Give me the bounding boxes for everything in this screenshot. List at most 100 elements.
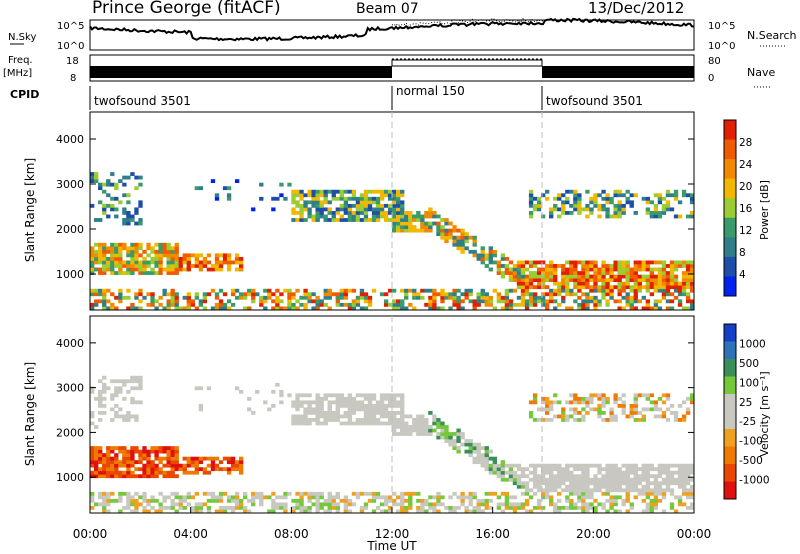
heatmap-cell <box>416 211 421 215</box>
heatmap-cell <box>347 218 353 222</box>
heatmap-cell <box>198 260 204 265</box>
heatmap-cell <box>110 456 115 461</box>
heatmap-cell <box>553 203 558 208</box>
heatmap-cell <box>138 386 143 391</box>
heatmap-cell <box>597 463 602 468</box>
heatmap-cell <box>428 505 433 510</box>
heatmap-cell <box>102 403 107 408</box>
heatmap-cell <box>367 400 373 405</box>
heatmap-cell <box>343 396 349 401</box>
heatmap-cell <box>641 414 646 419</box>
heatmap-cell <box>343 410 349 415</box>
heatmap-cell <box>126 389 131 394</box>
heatmap-cell <box>182 505 187 510</box>
heatmap-cell <box>557 196 562 201</box>
heatmap-cell <box>581 264 586 268</box>
heatmap-cell <box>279 182 284 187</box>
heatmap-cell <box>162 292 167 297</box>
heatmap-cell <box>106 386 111 391</box>
heatmap-cell <box>577 410 582 415</box>
heatmap-cell <box>645 306 651 311</box>
heatmap-cell <box>323 196 328 201</box>
heatmap-cell <box>319 407 324 412</box>
heatmap-cell <box>508 502 514 507</box>
heatmap-cell <box>400 509 405 514</box>
x-tick-label: 12:00 <box>375 527 410 541</box>
heatmap-cell <box>605 498 610 503</box>
heatmap-cell <box>218 264 224 268</box>
heatmap-cell <box>605 196 610 201</box>
heatmap-cell <box>440 428 445 433</box>
heatmap-cell <box>557 509 562 514</box>
heatmap-cell <box>633 260 638 265</box>
heatmap-cell <box>472 460 477 465</box>
heatmap-cell <box>279 505 284 510</box>
heatmap-cell <box>379 509 385 514</box>
power-ylabel: Slant Range [km] <box>23 158 37 262</box>
heatmap-cell <box>573 396 578 401</box>
heatmap-cell <box>516 474 522 479</box>
heatmap-cell <box>400 403 405 408</box>
heatmap-cell <box>263 295 268 300</box>
heatmap-cell <box>226 253 232 258</box>
heatmap-cell <box>303 295 308 300</box>
heatmap-cell <box>347 421 353 426</box>
heatmap-cell <box>512 302 518 307</box>
heatmap-cell <box>170 470 175 475</box>
heatmap-cell <box>460 498 465 503</box>
heatmap-cell <box>645 281 651 286</box>
heatmap-cell <box>524 509 530 514</box>
heatmap-cell <box>444 432 449 436</box>
heatmap-cell <box>565 271 570 275</box>
heatmap-cell <box>170 271 175 275</box>
heatmap-cell <box>367 218 373 222</box>
heatmap-cell <box>536 278 542 283</box>
heatmap-cell <box>673 189 679 194</box>
heatmap-cell <box>122 463 127 468</box>
heatmap-cell <box>106 193 111 198</box>
heatmap-cell <box>122 418 127 422</box>
heatmap-cell <box>665 278 671 283</box>
heatmap-cell <box>536 207 542 212</box>
heatmap-cell <box>90 474 95 479</box>
heatmap-cell <box>351 302 357 307</box>
heatmap-cell <box>396 410 401 415</box>
heatmap-cell <box>597 481 602 486</box>
heatmap-cell <box>154 264 159 268</box>
heatmap-cell <box>645 481 651 486</box>
heatmap-cell <box>251 491 256 496</box>
heatmap-cell <box>561 407 566 412</box>
heatmap-cell <box>532 481 538 486</box>
heatmap-cell <box>150 449 155 454</box>
heatmap-cell <box>540 467 546 472</box>
heatmap-cell <box>154 474 159 479</box>
heatmap-cell <box>536 418 542 422</box>
heatmap-cell <box>520 274 526 279</box>
heatmap-cell <box>238 295 244 300</box>
heatmap-cell <box>307 495 312 500</box>
heatmap-cell <box>460 435 465 440</box>
heatmap-cell <box>134 175 139 180</box>
heatmap-cell <box>287 182 292 187</box>
heatmap-cell <box>677 470 683 475</box>
heatmap-cell <box>677 495 683 500</box>
heatmap-cell <box>114 470 119 475</box>
heatmap-cell <box>621 285 626 290</box>
heatmap-cell <box>549 271 554 275</box>
heatmap-cell <box>307 491 312 496</box>
heatmap-cell <box>230 302 236 307</box>
heatmap-cell <box>573 410 578 415</box>
heatmap-cell <box>545 488 550 493</box>
heatmap-cell <box>174 460 179 465</box>
heatmap-cell <box>98 200 103 205</box>
heatmap-cell <box>617 203 622 208</box>
heatmap-cell <box>452 288 457 293</box>
heatmap-cell <box>436 418 441 422</box>
heatmap-cell <box>621 470 626 475</box>
heatmap-cell <box>557 193 562 198</box>
heatmap-cell <box>323 207 328 212</box>
heatmap-cell <box>689 200 695 205</box>
heatmap-cell <box>218 467 224 472</box>
heatmap-cell <box>130 375 135 380</box>
heatmap-cell <box>472 239 477 244</box>
